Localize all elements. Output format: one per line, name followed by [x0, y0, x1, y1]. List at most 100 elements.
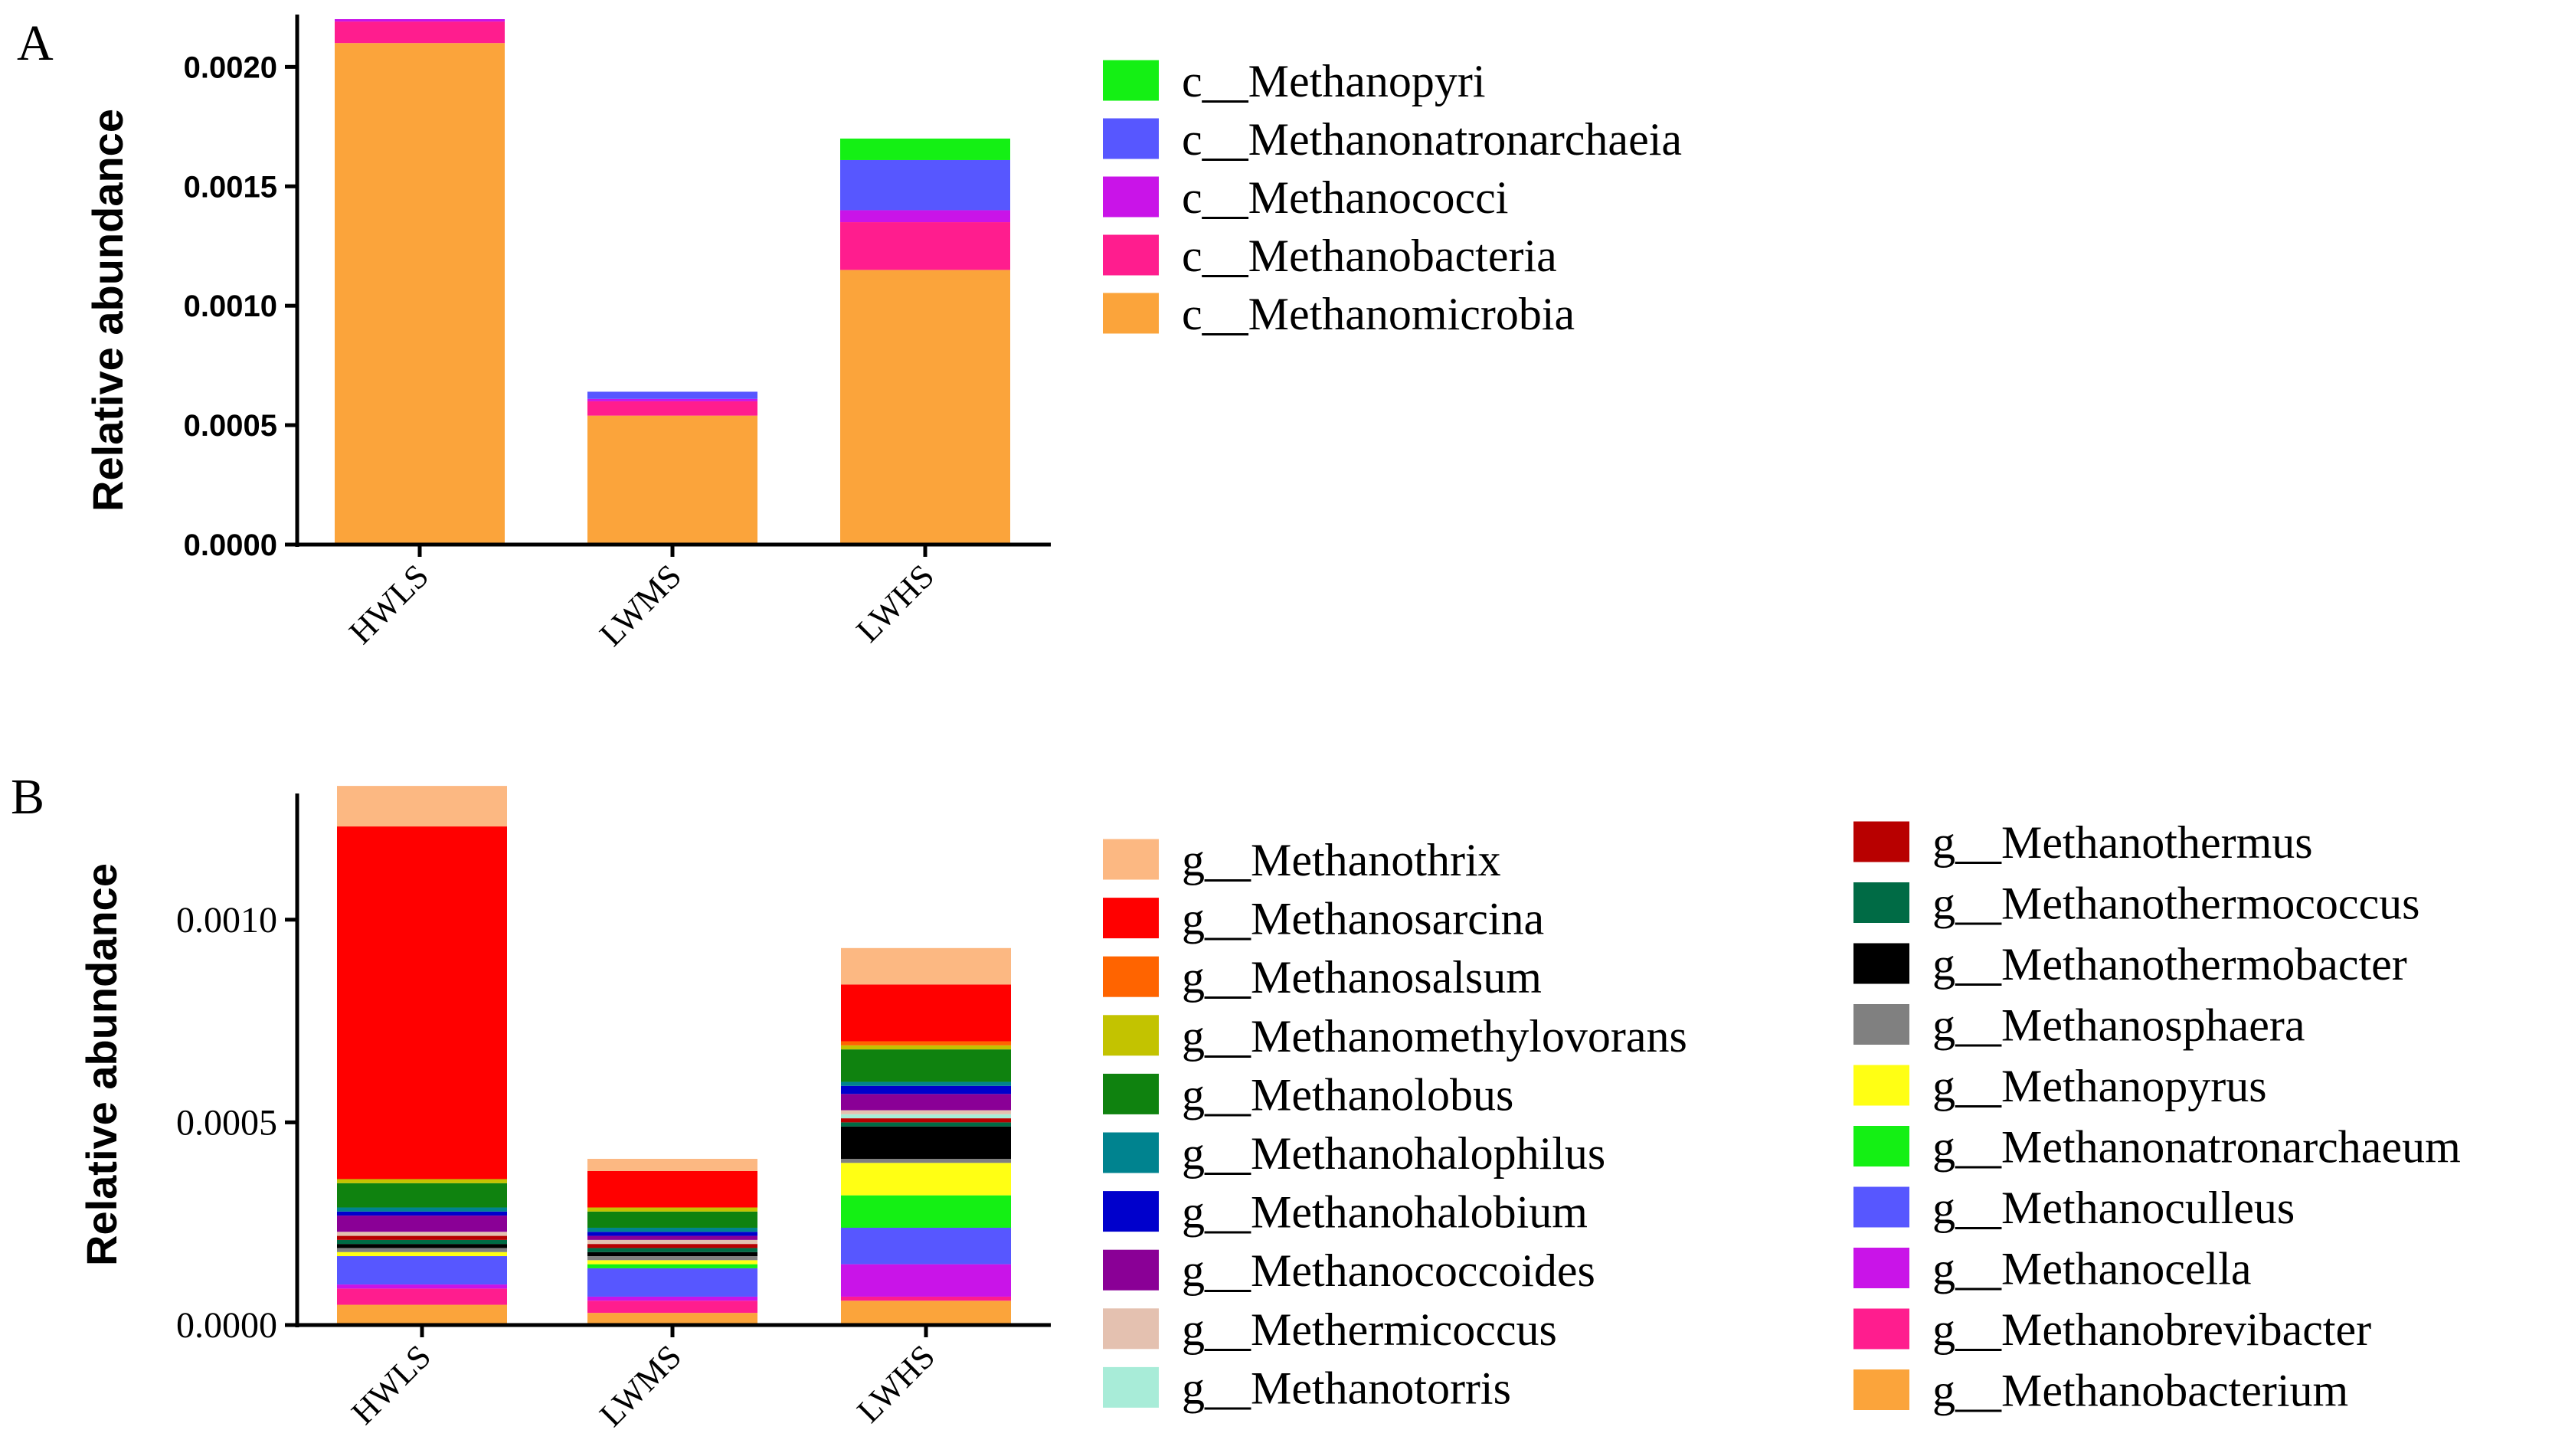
legend-swatch — [1103, 1308, 1159, 1350]
bar-hwls-cmethanomicrobia — [335, 43, 505, 545]
bar-lwms-gmethermicoccus — [587, 1239, 757, 1245]
legend-swatch — [1103, 1073, 1159, 1114]
legend-label: g__Methanothermus — [1932, 817, 2313, 868]
legend-swatch — [1853, 1369, 1909, 1410]
y-tick-label: 0.0000 — [176, 1305, 277, 1346]
y-tick-label: 0.0005 — [176, 1102, 277, 1143]
bar-lwhs-gmethanoculleus — [841, 1227, 1011, 1265]
legend-swatch — [1853, 1308, 1909, 1350]
bar-hwls-gmethanolobus — [337, 1183, 507, 1208]
bar-lwms-gmethanohalobium — [587, 1232, 757, 1236]
legend-swatch — [1853, 1126, 1909, 1166]
y-tick-label: 0.0010 — [176, 900, 277, 941]
y-tick-label: 0.0000 — [184, 528, 277, 562]
bar-lwms-cmethanococci — [587, 398, 757, 401]
bar-hwls-gmethanoculleus — [337, 1256, 507, 1285]
bar-lwms-gmethanobrevibacter — [587, 1301, 757, 1314]
bar-hwls-gmethanothermobacter — [337, 1244, 507, 1248]
legend-label: g__Methanobrevibacter — [1932, 1304, 2371, 1355]
bar-hwls-gmethanococcoides — [337, 1216, 507, 1232]
bar-lwhs-gmethanonatronarchaeum — [841, 1195, 1011, 1228]
bar-lwhs-gmethanobacterium — [841, 1301, 1011, 1325]
legend-label: g__Methanohalobium — [1182, 1187, 1588, 1238]
legend-label: g__Methanonatronarchaeum — [1932, 1122, 2461, 1173]
legend-label: g__Methanomethylovorans — [1182, 1011, 1687, 1062]
legend-swatch — [1853, 943, 1909, 984]
legend-swatch — [1103, 293, 1159, 334]
bar-lwms-cmethanomicrobia — [587, 415, 757, 545]
bar-lwms-gmethanosphaera — [587, 1256, 757, 1261]
bar-lwhs-gmethanothermobacter — [841, 1126, 1011, 1160]
bar-hwls-gmethanocella — [337, 1284, 507, 1289]
bar-hwls-gmethanothermus — [337, 1235, 507, 1240]
x-tick-label-lwms: LWMS — [592, 557, 689, 653]
bar-hwls-gmethanomethylovorans — [337, 1179, 507, 1183]
legend-label: g__Methanothrix — [1182, 835, 1501, 885]
legend-label: g__Methanohalophilus — [1182, 1128, 1605, 1179]
bar-hwls-gmethanopyrus — [337, 1252, 507, 1257]
legend-label: c__Methanonatronarchaeia — [1182, 114, 1682, 165]
bar-lwhs-gmethanosphaera — [841, 1159, 1011, 1163]
bar-lwhs-gmethanolobus — [841, 1049, 1011, 1082]
x-tick-label-lwhs: LWHS — [849, 557, 941, 649]
bar-hwls-gmethanobrevibacter — [337, 1288, 507, 1305]
bar-lwhs-gmethanococcoides — [841, 1094, 1011, 1111]
legend-label: g__Methanothermobacter — [1932, 939, 2407, 990]
legend-swatch — [1103, 1015, 1159, 1056]
bar-hwls-gmethanothrix — [337, 786, 507, 827]
legend-label: g__Methanopyrus — [1932, 1061, 2267, 1111]
legend-label: g__Methermicoccus — [1182, 1304, 1557, 1355]
bar-lwhs-cmethanomicrobia — [840, 270, 1010, 545]
bars-b — [337, 786, 1011, 1325]
bar-lwhs-gmethanotorris — [841, 1114, 1011, 1119]
bar-lwhs-gmethanomethylovorans — [841, 1045, 1011, 1050]
legend-label: g__Methanothermococcus — [1932, 879, 2419, 929]
bar-lwhs-gmethermicoccus — [841, 1110, 1011, 1114]
bar-lwms-cmethanobacteria — [587, 401, 757, 416]
bar-hwls-gmethanosarcina — [337, 826, 507, 1180]
legend-label: g__Methanolobus — [1182, 1069, 1513, 1120]
panel-a: A Relative abundance 0.0000 0.0005 0.0010 0… — [17, 15, 1682, 653]
legend-swatch — [1103, 1249, 1159, 1291]
legend-swatch — [1103, 1366, 1159, 1408]
legend-b: g__Methanothrix g__Methanosarcina g__Metha… — [1103, 817, 2461, 1416]
bar-hwls-gmethanobacterium — [337, 1304, 507, 1325]
bar-lwhs-cmethanococci — [840, 210, 1010, 223]
bar-lwms-gmethanothermus — [587, 1244, 757, 1248]
bar-lwms-gmethanomethylovorans — [587, 1207, 757, 1212]
legend-swatch — [1103, 234, 1159, 276]
legend-swatch — [1103, 956, 1159, 997]
legend-swatch — [1853, 1065, 1909, 1106]
bar-lwhs-gmethanopyrus — [841, 1163, 1011, 1196]
bar-lwhs-gmethanohalobium — [841, 1085, 1011, 1094]
legend-swatch — [1853, 1004, 1909, 1045]
legend-swatch — [1103, 176, 1159, 218]
legend-label: g__Methanocella — [1932, 1244, 2252, 1294]
legend-label: c__Methanococci — [1182, 172, 1508, 223]
legend-swatch — [1853, 1248, 1909, 1288]
bar-hwls-cmethanobacteria — [335, 21, 505, 44]
bar-lwhs-gmethanothermus — [841, 1118, 1011, 1123]
legend-label: g__Methanotorris — [1182, 1363, 1511, 1413]
legend-label: g__Methanosphaera — [1932, 1000, 2305, 1051]
bar-lwms-gmethanococcoides — [587, 1235, 757, 1240]
y-tick-label: 0.0020 — [184, 51, 277, 84]
bar-lwhs-gmethanothrix — [841, 947, 1011, 985]
legend-label: g__Methanobacterium — [1932, 1366, 2348, 1416]
legend-label: g__Methanoculleus — [1932, 1183, 2295, 1233]
x-tick-label-hwls: HWLS — [342, 557, 436, 651]
bar-lwms-gmethanonatronarchaeum — [587, 1264, 757, 1268]
bar-lwms-gmethanopyrus — [587, 1260, 757, 1265]
bar-lwms-gmethanocella — [587, 1296, 757, 1301]
bar-lwms-gmethanolobus — [587, 1211, 757, 1228]
x-tick-label-lwms: LWMS — [592, 1337, 689, 1434]
bar-lwms-gmethanothrix — [587, 1159, 757, 1171]
legend-swatch — [1853, 1186, 1909, 1228]
legend-swatch — [1103, 118, 1159, 159]
legend-label: c__Methanomicrobia — [1182, 289, 1575, 339]
bar-lwhs-cmethanobacteria — [840, 222, 1010, 270]
y-tick-label: 0.0010 — [184, 290, 277, 323]
legend-swatch — [1103, 839, 1159, 880]
bar-lwhs-gmethanosarcina — [841, 984, 1011, 1042]
